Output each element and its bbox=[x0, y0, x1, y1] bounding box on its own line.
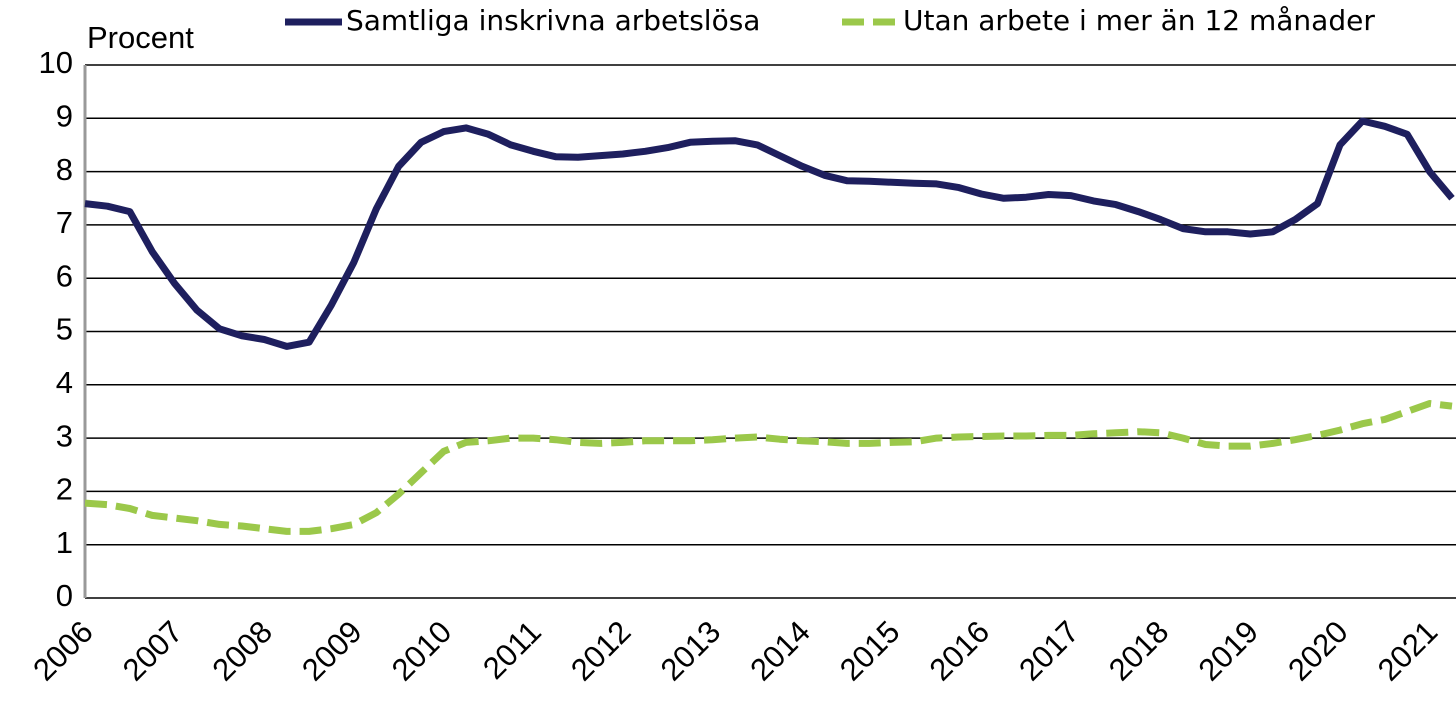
x-tick-label: 2017 bbox=[1012, 614, 1086, 688]
y-tick-label: 1 bbox=[56, 525, 73, 560]
y-tick-label: 3 bbox=[56, 418, 73, 453]
y-tick-label: 2 bbox=[56, 472, 73, 507]
x-tick-label: 2014 bbox=[743, 614, 817, 688]
x-tick-label: 2015 bbox=[833, 614, 907, 688]
series-line bbox=[84, 117, 1455, 350]
legend-label: Samtliga inskrivna arbetslösa bbox=[346, 4, 760, 37]
x-tick-label: 2012 bbox=[564, 614, 638, 688]
y-tick-label: 7 bbox=[56, 205, 73, 240]
x-tick-label: 2016 bbox=[923, 614, 997, 688]
x-tick-label: 2013 bbox=[654, 614, 728, 688]
x-tick-label: 2009 bbox=[295, 614, 369, 688]
x-tick-label: 2006 bbox=[26, 614, 100, 688]
x-tick-label: 2008 bbox=[206, 614, 280, 688]
y-tick-label: 6 bbox=[56, 258, 73, 293]
y-tick-label: 8 bbox=[56, 152, 73, 187]
x-tick-label: 2021 bbox=[1371, 614, 1445, 688]
x-tick-label: 2010 bbox=[385, 614, 459, 688]
x-tick-label: 2019 bbox=[1192, 614, 1266, 688]
x-tick-label: 2018 bbox=[1102, 614, 1176, 688]
y-tick-label: 0 bbox=[56, 578, 73, 613]
legend-label: Utan arbete i mer än 12 månader bbox=[903, 4, 1375, 37]
y-axis-label: Procent bbox=[87, 20, 194, 55]
x-tick-label: 2020 bbox=[1281, 614, 1355, 688]
x-tick-label: 2007 bbox=[116, 614, 190, 688]
y-tick-label: 9 bbox=[56, 98, 73, 133]
x-tick-label: 2011 bbox=[476, 614, 548, 686]
series-line bbox=[84, 400, 1453, 535]
y-tick-label: 4 bbox=[56, 365, 73, 400]
y-tick-label: 10 bbox=[39, 45, 73, 80]
y-tick-label: 5 bbox=[56, 312, 73, 347]
